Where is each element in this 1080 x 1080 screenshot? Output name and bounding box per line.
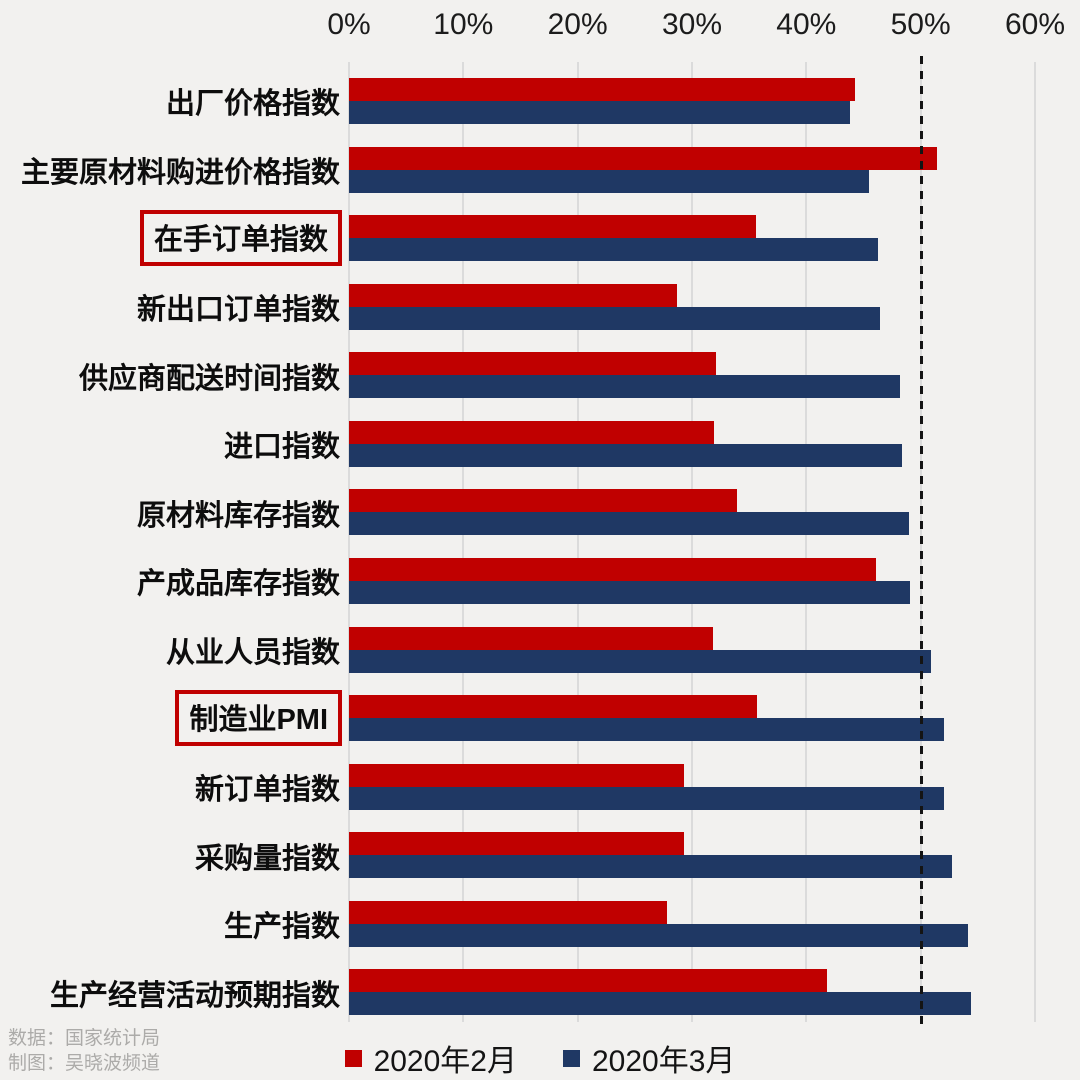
category-label-row: 新出口订单指数 bbox=[0, 268, 340, 337]
gridline bbox=[462, 62, 465, 1022]
bar-row bbox=[349, 748, 1035, 817]
bar-row bbox=[349, 131, 1035, 200]
bar-feb-2020 bbox=[349, 763, 684, 787]
category-label: 在手订单指数 bbox=[139, 210, 342, 267]
category-label: 原材料库存指数 bbox=[136, 499, 340, 532]
gridline bbox=[348, 62, 350, 1022]
bar-row bbox=[349, 885, 1035, 954]
axis-tick-label: 0% bbox=[327, 8, 371, 41]
axis-tick-label: 60% bbox=[1004, 8, 1066, 41]
bar-mar-2020 bbox=[349, 580, 911, 604]
reference-line-50pct bbox=[919, 56, 923, 1028]
bar-feb-2020 bbox=[349, 146, 937, 170]
legend-label-feb: 2020年2月 bbox=[373, 1045, 517, 1078]
category-label-row: 生产指数 bbox=[0, 885, 340, 954]
axis-tick-label: 20% bbox=[547, 8, 608, 41]
legend-swatch-mar bbox=[563, 1049, 580, 1067]
bar-mar-2020 bbox=[349, 649, 931, 673]
data-source-line: 数据：国家统计局 bbox=[8, 1028, 161, 1049]
category-label-row: 出厂价格指数 bbox=[0, 62, 340, 131]
category-label-row: 从业人员指数 bbox=[0, 611, 340, 680]
legend-label-mar: 2020年3月 bbox=[592, 1045, 736, 1078]
bar-row bbox=[349, 473, 1035, 542]
bar-mar-2020 bbox=[349, 443, 903, 467]
bar-row bbox=[349, 611, 1035, 680]
gridline bbox=[805, 62, 808, 1022]
category-label-row: 生产经营活动预期指数 bbox=[0, 953, 340, 1022]
axis-tick-label: 40% bbox=[776, 8, 837, 41]
bar-feb-2020 bbox=[349, 215, 757, 239]
bar-feb-2020 bbox=[349, 695, 758, 719]
credit-line: 制图：吴晓波频道 bbox=[8, 1053, 161, 1074]
bar-feb-2020 bbox=[349, 626, 713, 650]
bar-row bbox=[349, 816, 1035, 885]
bar-row bbox=[349, 405, 1035, 474]
bar-mar-2020 bbox=[349, 923, 968, 947]
bar-row bbox=[349, 953, 1035, 1022]
category-label-row: 供应商配送时间指数 bbox=[0, 336, 340, 405]
category-label-row: 产成品库存指数 bbox=[0, 542, 340, 611]
bar-mar-2020 bbox=[349, 306, 880, 330]
gridline bbox=[1034, 62, 1036, 1022]
axis-tick-label: 30% bbox=[661, 8, 723, 41]
category-label-row: 原材料库存指数 bbox=[0, 473, 340, 542]
bar-feb-2020 bbox=[349, 969, 827, 993]
bar-row bbox=[349, 62, 1035, 131]
category-label-row: 进口指数 bbox=[0, 405, 340, 474]
category-label: 从业人员指数 bbox=[165, 636, 340, 669]
bar-mar-2020 bbox=[349, 101, 850, 124]
bar-feb-2020 bbox=[349, 900, 667, 924]
bar-row bbox=[349, 336, 1035, 405]
axis-tick-label: 10% bbox=[433, 8, 494, 41]
bar-mar-2020 bbox=[349, 375, 901, 399]
bar-mar-2020 bbox=[349, 718, 944, 742]
category-label-row: 在手订单指数 bbox=[0, 199, 342, 268]
category-label: 出厂价格指数 bbox=[165, 88, 340, 121]
category-label-row: 主要原材料购进价格指数 bbox=[0, 131, 340, 200]
category-label-row: 制造业PMI bbox=[0, 679, 342, 748]
bar-feb-2020 bbox=[349, 78, 856, 101]
bar-row bbox=[349, 268, 1035, 337]
legend: 2020年2月 2020年3月 bbox=[0, 1036, 1080, 1080]
axis-tick-label: 50% bbox=[890, 8, 951, 41]
category-label: 采购量指数 bbox=[194, 842, 340, 875]
gridline bbox=[576, 62, 579, 1022]
bar-mar-2020 bbox=[349, 169, 870, 193]
legend-item-mar: 2020年3月 bbox=[563, 1036, 735, 1080]
bar-mar-2020 bbox=[349, 992, 971, 1016]
category-label: 制造业PMI bbox=[175, 690, 342, 747]
bar-feb-2020 bbox=[349, 832, 684, 856]
bar-mar-2020 bbox=[349, 855, 952, 879]
bar-feb-2020 bbox=[349, 557, 877, 581]
plot-area bbox=[348, 56, 1036, 1028]
bar-feb-2020 bbox=[349, 352, 716, 376]
bar-mar-2020 bbox=[349, 512, 910, 536]
category-label: 进口指数 bbox=[223, 431, 340, 464]
category-label: 供应商配送时间指数 bbox=[78, 362, 340, 395]
legend-item-feb: 2020年2月 bbox=[344, 1036, 517, 1080]
category-label: 新订单指数 bbox=[194, 773, 340, 806]
bar-mar-2020 bbox=[349, 786, 944, 810]
bar-row bbox=[349, 199, 1035, 268]
bar-mar-2020 bbox=[349, 238, 879, 262]
category-label: 生产指数 bbox=[223, 911, 340, 944]
legend-swatch-feb bbox=[344, 1049, 362, 1067]
bar-row bbox=[349, 679, 1035, 748]
bar-feb-2020 bbox=[349, 420, 714, 444]
category-label: 产成品库存指数 bbox=[136, 568, 340, 601]
category-label: 生产经营活动预期指数 bbox=[49, 979, 340, 1012]
category-label-row: 采购量指数 bbox=[0, 816, 340, 885]
bar-row bbox=[349, 542, 1035, 611]
source-credit: 数据：国家统计局 制图：吴晓波频道 bbox=[8, 1026, 160, 1076]
bar-feb-2020 bbox=[349, 489, 737, 513]
category-label: 新出口订单指数 bbox=[136, 293, 340, 326]
bar-feb-2020 bbox=[349, 283, 678, 307]
category-label: 主要原材料购进价格指数 bbox=[20, 156, 340, 189]
gridline bbox=[691, 62, 693, 1022]
category-label-row: 新订单指数 bbox=[0, 748, 340, 817]
